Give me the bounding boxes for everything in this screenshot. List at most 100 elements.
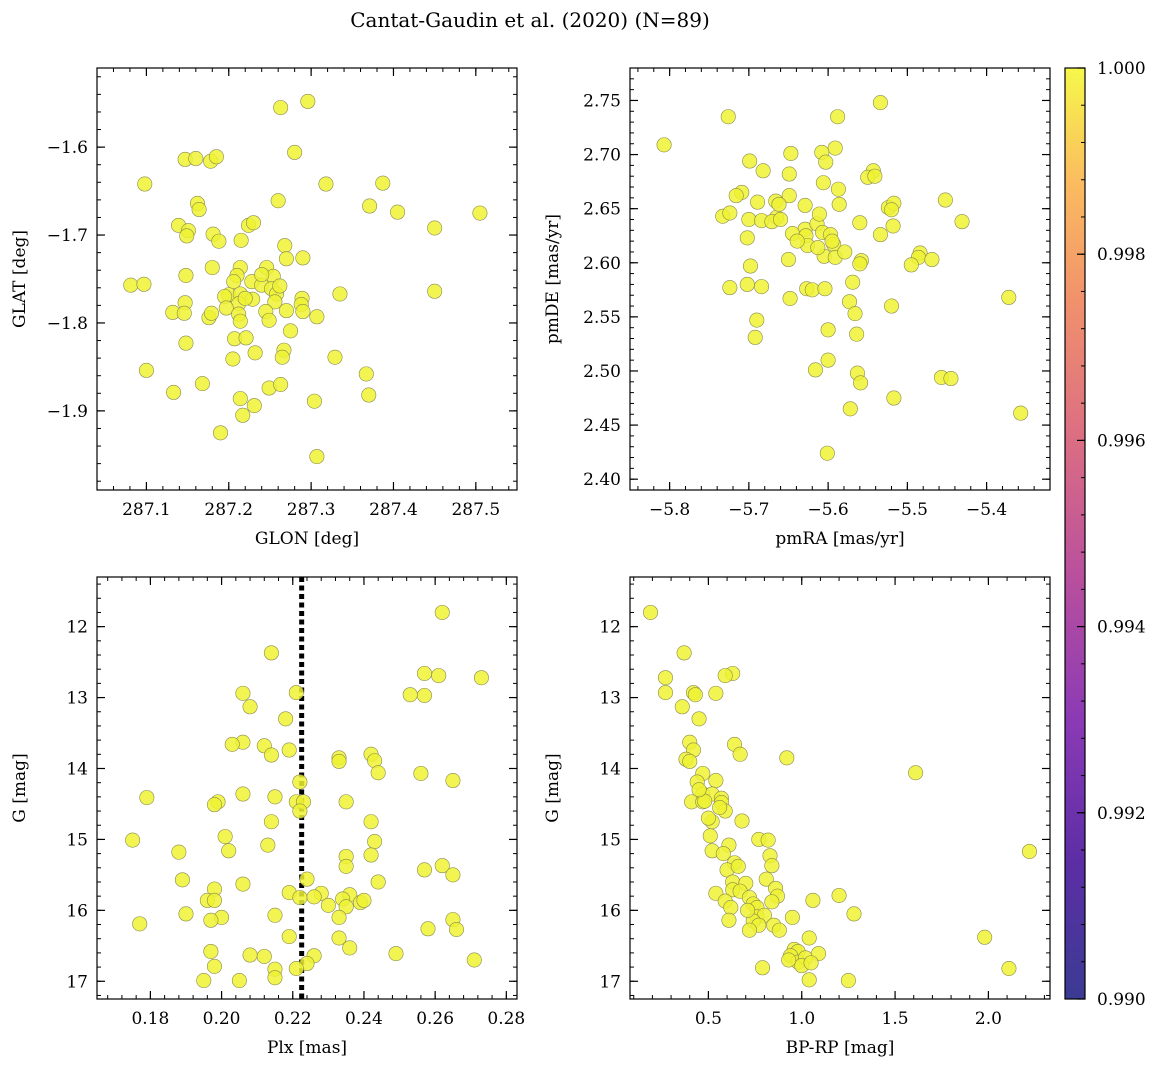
y-axis-label: GLAT [deg] <box>10 230 30 328</box>
scatter-point <box>125 832 141 848</box>
scatter-point <box>267 789 283 805</box>
scatter-point <box>299 871 315 887</box>
scatter-point <box>853 375 869 391</box>
scatter-point <box>203 943 219 959</box>
scatter-point <box>331 909 347 925</box>
scatter-point <box>1013 405 1029 421</box>
scatter-point <box>764 894 780 910</box>
scatter-point <box>741 922 757 938</box>
scatter-point <box>818 154 834 170</box>
scatter-point <box>943 371 959 387</box>
scatter-point <box>755 960 771 976</box>
scatter-point <box>225 351 241 367</box>
scatter-point <box>300 93 316 109</box>
x-tick-label: 287.5 <box>451 500 500 520</box>
y-tick-label: 15 <box>599 830 621 850</box>
y-axis-label: G [mag] <box>543 753 563 822</box>
scatter-point <box>782 290 798 306</box>
scatter-point <box>473 670 489 686</box>
colorbar-gradient <box>1064 67 1086 1000</box>
scatter-point <box>256 948 272 964</box>
x-tick-label: 2.0 <box>975 1009 1002 1029</box>
scatter-point <box>232 313 248 329</box>
y-axis-label: pmDE [mas/yr] <box>543 214 563 344</box>
scatter-point <box>247 345 263 361</box>
scatter-point <box>338 794 354 810</box>
scatter-point <box>715 846 731 862</box>
figure-title: Cantat-Gaudin et al. (2020) (N=89) <box>350 8 710 32</box>
scatter-point <box>211 233 227 249</box>
scatter-point <box>208 149 224 165</box>
scatter-point <box>194 376 210 392</box>
scatter-point <box>231 973 247 989</box>
scatter-point <box>232 391 248 407</box>
scatter-point <box>722 205 738 221</box>
panel-proper-motion: −5.8 −5.7 −5.6 −5.5 −5.4 2.40 2.45 2.50 2.55 2.60… <box>543 67 1051 549</box>
scatter-point <box>267 294 283 310</box>
scatter-point <box>1001 961 1017 977</box>
y-tick-label: 2.70 <box>583 146 621 166</box>
x-tick-label: 287.3 <box>287 500 336 520</box>
scatter-point <box>242 947 258 963</box>
x-tick-label: 287.4 <box>369 500 418 520</box>
scatter-point <box>137 176 153 192</box>
scatter-point <box>742 258 758 274</box>
y-axis-label: G [mag] <box>10 753 30 822</box>
panel-glon-glat: 287.1 287.2 287.3 287.4 287.5 −1.9 −1.8 −1.7 −1.… <box>10 67 518 549</box>
y-tick-label: 15 <box>66 830 88 850</box>
scatter-point <box>781 188 797 204</box>
scatter-point <box>306 393 322 409</box>
scatter-point <box>295 250 311 266</box>
scatter-point <box>760 832 776 848</box>
scatter-point <box>872 227 888 243</box>
y-tick-label: 2.55 <box>583 308 621 328</box>
y-tick-label: 2.40 <box>583 470 621 490</box>
scatter-point <box>188 151 204 167</box>
scatter-point <box>235 407 251 423</box>
scatter-point <box>804 282 820 298</box>
scatter-point <box>742 153 758 169</box>
scatter-point <box>847 306 863 322</box>
scatter-point <box>977 929 993 945</box>
scatter-point <box>179 228 195 244</box>
scatter-point <box>954 214 970 230</box>
scatter-point <box>178 267 194 283</box>
scatter-point <box>245 215 261 231</box>
scatter-point <box>937 192 953 208</box>
y-tick-label: 2.45 <box>583 416 621 436</box>
y-tick-label: −1.8 <box>47 314 88 334</box>
scatter-point <box>682 753 698 769</box>
scatter-point <box>292 890 308 906</box>
scatter-point <box>363 847 379 863</box>
scatter-point <box>217 829 233 845</box>
scatter-point <box>830 109 846 125</box>
scatter-point <box>263 747 279 763</box>
scatter-point <box>885 218 901 234</box>
scatter-point <box>272 278 288 294</box>
scatter-point <box>332 286 348 302</box>
scatter-point <box>295 304 311 320</box>
scatter-point <box>174 872 190 888</box>
scatter-point <box>740 902 756 918</box>
y-tick-label: 17 <box>599 972 621 992</box>
scatter-point <box>238 330 254 346</box>
scatter-point <box>356 892 372 908</box>
scatter-point <box>797 197 813 213</box>
scatter-point <box>810 240 826 256</box>
scatter-point <box>178 906 194 922</box>
scatter-point <box>138 362 154 378</box>
scatter-point <box>815 175 831 191</box>
scatter-point <box>361 387 377 403</box>
scatter-point <box>427 283 443 299</box>
scatter-point <box>657 685 673 701</box>
scatter-point <box>849 326 865 342</box>
scatter-point <box>171 844 187 860</box>
scatter-point <box>831 196 847 212</box>
scatter-point <box>472 205 488 221</box>
scatter-point <box>338 858 354 874</box>
scatter-point <box>730 858 746 874</box>
scatter-point <box>805 892 821 908</box>
x-tick-label: 0.28 <box>487 1009 525 1029</box>
scatter-point <box>434 604 450 620</box>
y-tick-label: −1.6 <box>47 138 88 158</box>
